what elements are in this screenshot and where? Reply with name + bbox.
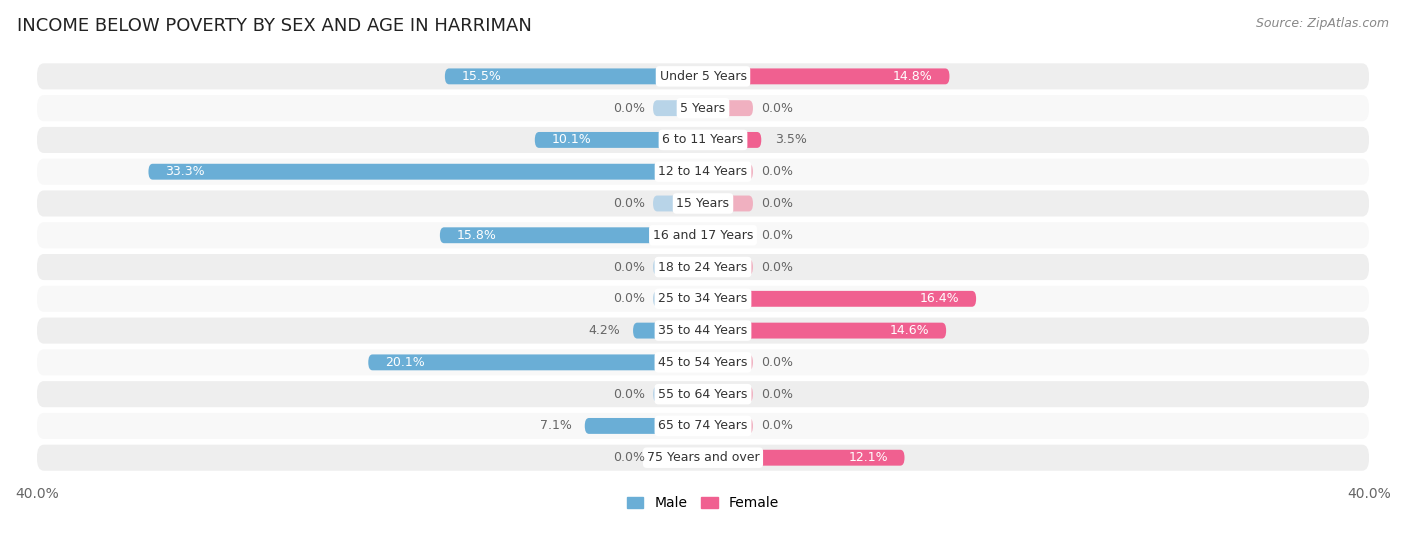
FancyBboxPatch shape <box>534 132 703 148</box>
Text: 0.0%: 0.0% <box>613 292 645 305</box>
Text: 0.0%: 0.0% <box>613 102 645 115</box>
Text: 20.1%: 20.1% <box>385 356 425 369</box>
FancyBboxPatch shape <box>37 413 1369 439</box>
FancyBboxPatch shape <box>703 354 754 370</box>
Text: 0.0%: 0.0% <box>761 387 793 401</box>
FancyBboxPatch shape <box>37 318 1369 344</box>
FancyBboxPatch shape <box>703 68 949 84</box>
Text: 3.5%: 3.5% <box>775 134 807 146</box>
Text: 16.4%: 16.4% <box>920 292 959 305</box>
Text: Source: ZipAtlas.com: Source: ZipAtlas.com <box>1256 17 1389 30</box>
Text: 0.0%: 0.0% <box>761 419 793 433</box>
FancyBboxPatch shape <box>633 323 703 339</box>
FancyBboxPatch shape <box>37 222 1369 248</box>
FancyBboxPatch shape <box>37 444 1369 471</box>
FancyBboxPatch shape <box>37 63 1369 89</box>
FancyBboxPatch shape <box>37 254 1369 280</box>
FancyBboxPatch shape <box>37 127 1369 153</box>
FancyBboxPatch shape <box>37 381 1369 407</box>
FancyBboxPatch shape <box>652 450 703 466</box>
Text: 33.3%: 33.3% <box>165 165 205 178</box>
FancyBboxPatch shape <box>652 291 703 307</box>
Text: INCOME BELOW POVERTY BY SEX AND AGE IN HARRIMAN: INCOME BELOW POVERTY BY SEX AND AGE IN H… <box>17 17 531 35</box>
FancyBboxPatch shape <box>444 68 703 84</box>
FancyBboxPatch shape <box>703 100 754 116</box>
FancyBboxPatch shape <box>368 354 703 370</box>
FancyBboxPatch shape <box>37 191 1369 216</box>
FancyBboxPatch shape <box>703 196 754 211</box>
Text: 25 to 34 Years: 25 to 34 Years <box>658 292 748 305</box>
Text: 6 to 11 Years: 6 to 11 Years <box>662 134 744 146</box>
Text: 75 Years and over: 75 Years and over <box>647 451 759 464</box>
Legend: Male, Female: Male, Female <box>621 490 785 515</box>
Text: 0.0%: 0.0% <box>761 102 793 115</box>
FancyBboxPatch shape <box>37 159 1369 184</box>
Text: 12.1%: 12.1% <box>848 451 887 464</box>
Text: 7.1%: 7.1% <box>540 419 571 433</box>
FancyBboxPatch shape <box>585 418 703 434</box>
Text: 0.0%: 0.0% <box>761 229 793 241</box>
Text: 0.0%: 0.0% <box>613 451 645 464</box>
FancyBboxPatch shape <box>37 286 1369 312</box>
FancyBboxPatch shape <box>149 164 703 179</box>
Text: 18 to 24 Years: 18 to 24 Years <box>658 260 748 273</box>
Text: 14.6%: 14.6% <box>890 324 929 337</box>
FancyBboxPatch shape <box>703 450 904 466</box>
Text: 12 to 14 Years: 12 to 14 Years <box>658 165 748 178</box>
FancyBboxPatch shape <box>652 100 703 116</box>
FancyBboxPatch shape <box>652 259 703 275</box>
FancyBboxPatch shape <box>703 323 946 339</box>
Text: 15.8%: 15.8% <box>457 229 496 241</box>
FancyBboxPatch shape <box>652 386 703 402</box>
FancyBboxPatch shape <box>703 386 754 402</box>
FancyBboxPatch shape <box>37 95 1369 121</box>
Text: 0.0%: 0.0% <box>761 356 793 369</box>
Text: 35 to 44 Years: 35 to 44 Years <box>658 324 748 337</box>
Text: 0.0%: 0.0% <box>613 387 645 401</box>
FancyBboxPatch shape <box>37 349 1369 376</box>
FancyBboxPatch shape <box>703 259 754 275</box>
Text: 0.0%: 0.0% <box>761 165 793 178</box>
Text: 5 Years: 5 Years <box>681 102 725 115</box>
FancyBboxPatch shape <box>703 418 754 434</box>
FancyBboxPatch shape <box>440 228 703 243</box>
FancyBboxPatch shape <box>703 291 976 307</box>
FancyBboxPatch shape <box>703 164 754 179</box>
FancyBboxPatch shape <box>703 228 754 243</box>
FancyBboxPatch shape <box>703 132 761 148</box>
Text: 4.2%: 4.2% <box>588 324 620 337</box>
Text: 0.0%: 0.0% <box>761 197 793 210</box>
Text: 45 to 54 Years: 45 to 54 Years <box>658 356 748 369</box>
Text: Under 5 Years: Under 5 Years <box>659 70 747 83</box>
Text: 14.8%: 14.8% <box>893 70 932 83</box>
Text: 15.5%: 15.5% <box>461 70 502 83</box>
Text: 65 to 74 Years: 65 to 74 Years <box>658 419 748 433</box>
Text: 0.0%: 0.0% <box>613 197 645 210</box>
Text: 0.0%: 0.0% <box>761 260 793 273</box>
Text: 0.0%: 0.0% <box>613 260 645 273</box>
FancyBboxPatch shape <box>652 196 703 211</box>
Text: 10.1%: 10.1% <box>551 134 591 146</box>
Text: 15 Years: 15 Years <box>676 197 730 210</box>
Text: 55 to 64 Years: 55 to 64 Years <box>658 387 748 401</box>
Text: 16 and 17 Years: 16 and 17 Years <box>652 229 754 241</box>
